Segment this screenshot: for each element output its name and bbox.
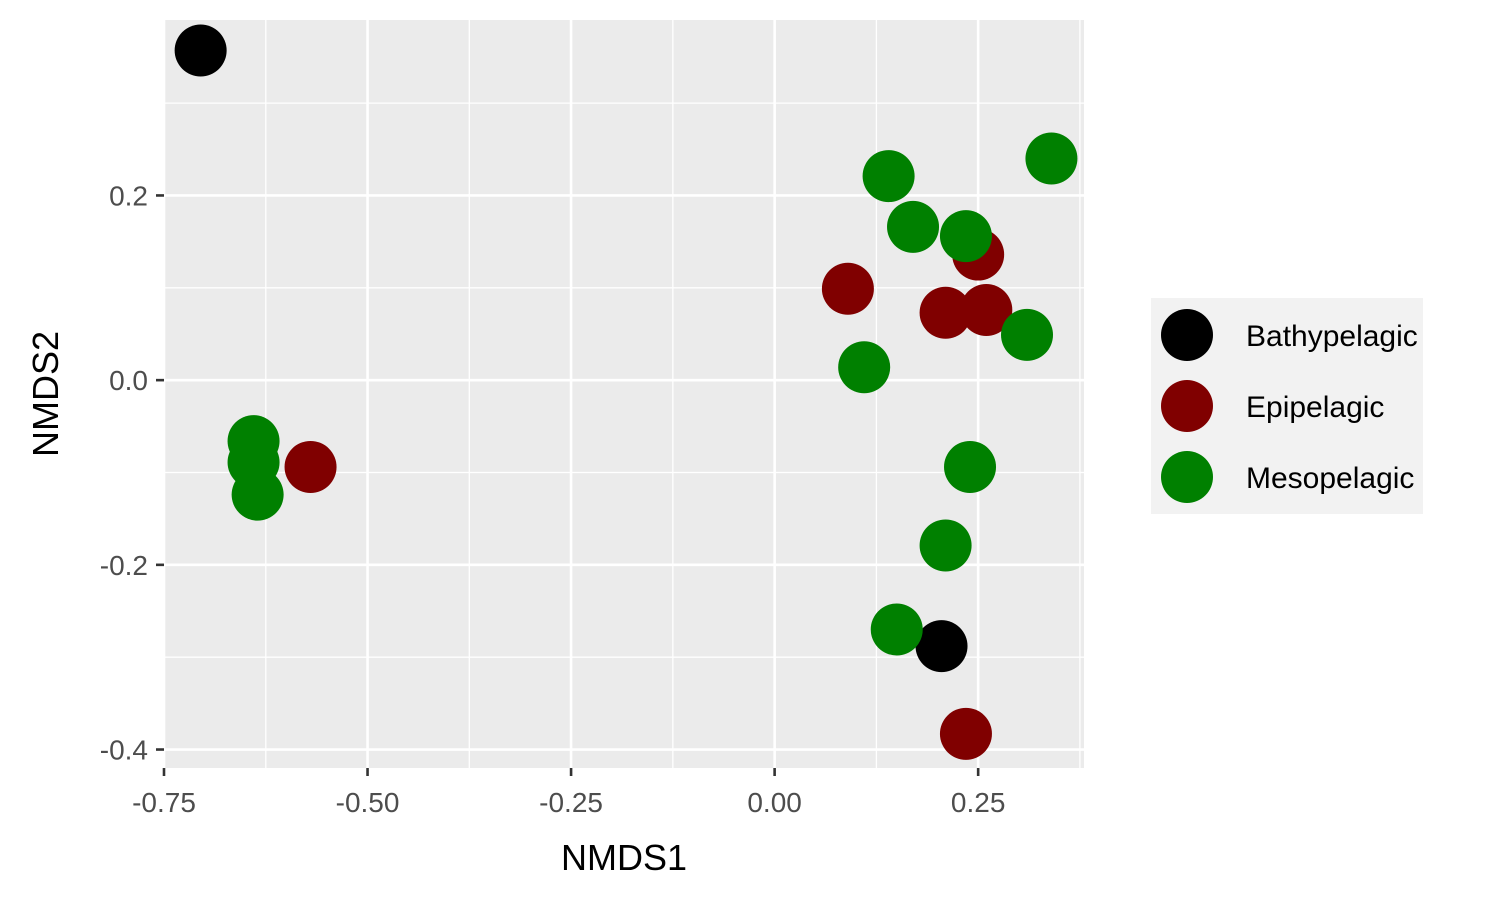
y-tick-label: -0.2: [100, 550, 148, 581]
mesopelagic-point: [870, 603, 923, 656]
mesopelagic-point: [1001, 308, 1054, 361]
y-tick-label: 0.0: [109, 365, 148, 396]
mesopelagic-point: [939, 210, 992, 263]
major-gridlines: [162, 20, 1084, 768]
legend-key-mesopelagic: [1161, 451, 1213, 503]
legend: Bathypelagic Epipelagic Mesopelagic: [1151, 298, 1423, 514]
epipelagic-point: [939, 707, 992, 760]
x-tick-label: -0.75: [132, 787, 196, 818]
y-tick-label: 0.2: [109, 180, 148, 211]
axes: -0.75 -0.50 -0.25 0.00 0.25 -0.4 -0.2 0.0 0.2: [100, 180, 1006, 818]
mesopelagic-point: [1025, 132, 1078, 185]
x-tick-label: -0.50: [336, 787, 400, 818]
epipelagic-point: [284, 440, 337, 493]
epipelagic-point: [821, 262, 874, 315]
legend-key-bathypelagic: [1161, 309, 1213, 361]
mesopelagic-point: [887, 200, 940, 253]
x-tick-label: -0.25: [539, 787, 603, 818]
y-tick-label: -0.4: [100, 735, 148, 766]
mesopelagic-point: [919, 519, 972, 572]
x-axis-title: NMDS1: [561, 837, 687, 878]
y-axis-title: NMDS2: [25, 331, 66, 457]
legend-key-epipelagic: [1161, 380, 1213, 432]
mesopelagic-point: [862, 150, 915, 203]
x-tick-label: 0.25: [951, 787, 1006, 818]
data-points: [174, 24, 1078, 760]
bathypelagic-point: [915, 620, 968, 673]
mesopelagic-point: [838, 341, 891, 394]
epipelagic-point: [960, 283, 1013, 336]
bathypelagic-point: [174, 24, 227, 77]
legend-label-mesopelagic: Mesopelagic: [1246, 462, 1414, 495]
legend-label-epipelagic: Epipelagic: [1246, 391, 1384, 424]
mesopelagic-point: [231, 468, 284, 521]
legend-label-bathypelagic: Bathypelagic: [1246, 320, 1418, 353]
epipelagic-point: [919, 286, 972, 339]
mesopelagic-point: [944, 440, 997, 493]
x-tick-label: 0.00: [747, 787, 802, 818]
